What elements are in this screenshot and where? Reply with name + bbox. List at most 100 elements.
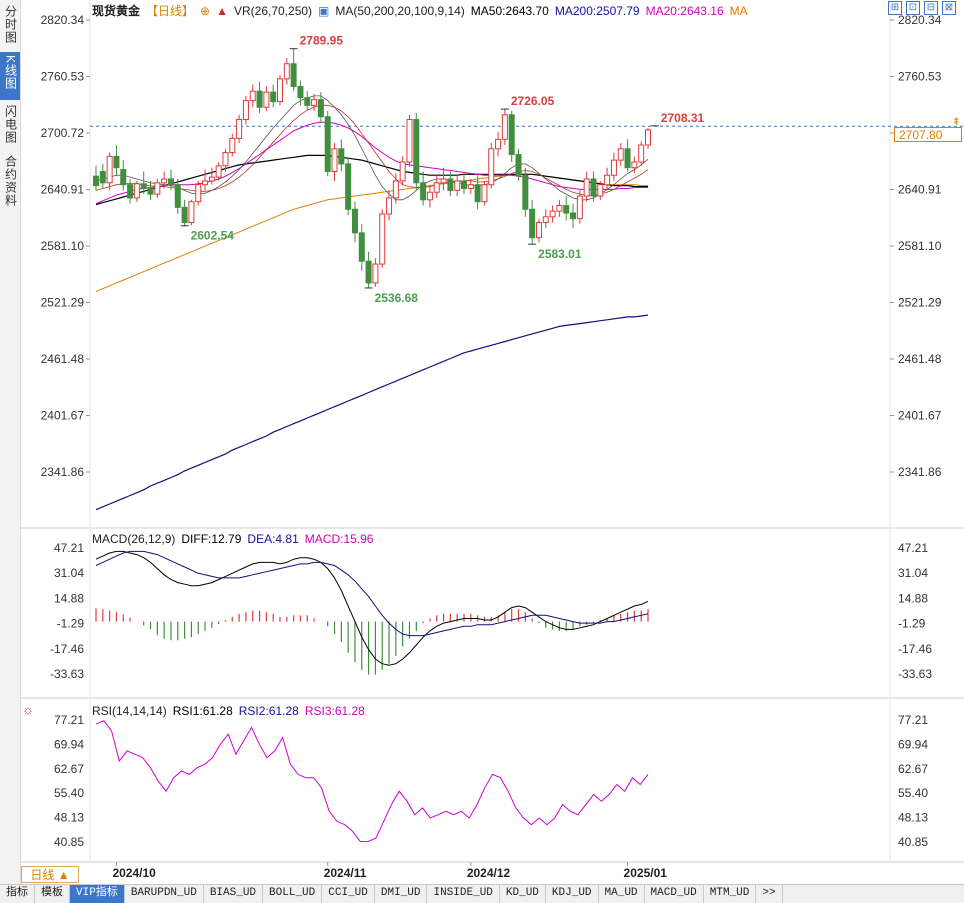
price-annotation: 2602.54 (191, 229, 235, 243)
candle-body (508, 114, 515, 155)
chevron-up-icon: ▲ (57, 868, 70, 882)
candle-body (461, 180, 467, 189)
window-tools: ⊞ ⊡ ⊟ ⊠ (888, 1, 956, 15)
candle-body (440, 178, 447, 184)
vr-label[interactable]: VR(26,70,250) (233, 3, 313, 18)
ma9-line (95, 95, 649, 201)
macd-tick-right: -1.29 (898, 617, 926, 631)
y-tick-label-left: 2820.34 (41, 13, 85, 27)
tab-kline[interactable]: K线图 (0, 52, 20, 100)
candle-body (447, 178, 454, 191)
candle-body (249, 90, 256, 102)
indicator-tab-12[interactable]: MACD_UD (645, 885, 704, 903)
candle-body (549, 210, 556, 218)
tab-contract-info[interactable]: 合约资料 (0, 152, 20, 214)
macd-name[interactable]: MACD(26,12,9) (92, 532, 176, 546)
price-annotation: 2536.68 (375, 291, 419, 305)
price-line-marker-icon: ⇞ (952, 117, 961, 128)
x-tick-label: 2024/11 (324, 866, 367, 880)
y-tick-label-left: 2521.29 (41, 296, 85, 310)
y-tick-label-right: 2521.29 (898, 296, 942, 310)
candle-body (317, 99, 324, 118)
indicator-tab-14[interactable]: >> (756, 885, 783, 903)
candle-body (290, 63, 297, 87)
indicator-tab-13[interactable]: MTM_UD (704, 885, 757, 903)
candle-body (351, 208, 358, 234)
candle-body (113, 155, 120, 169)
chart-grid-icon[interactable]: ⊟ (924, 1, 938, 15)
candle-body (93, 175, 99, 187)
indicator-tab-7[interactable]: DMI_UD (375, 885, 428, 903)
macd-tick-left: 47.21 (54, 541, 84, 555)
candle-body (645, 129, 651, 146)
rsi-tick-left: 48.13 (54, 811, 84, 825)
candle-body (133, 183, 140, 199)
chart-zoom-icon[interactable]: ⊡ (906, 1, 920, 15)
candle-body (392, 180, 399, 199)
rsi-tick-right: 62.67 (898, 762, 928, 776)
y-tick-label-right: 2461.48 (898, 352, 942, 366)
y-tick-label-left: 2760.53 (41, 70, 85, 84)
candle-body (99, 170, 106, 184)
macd-diff-line (95, 550, 649, 666)
candle-body (202, 180, 209, 186)
ma200-value: MA200:2507.79 (554, 3, 640, 18)
chart-layout-icon[interactable]: ⊞ (888, 1, 902, 15)
candle-body (181, 206, 188, 223)
chart-close-icon[interactable]: ⊠ (942, 1, 956, 15)
ma50-value: MA50:2643.70 (470, 3, 549, 18)
symbol-name: 现货黄金 (92, 4, 141, 18)
macd-dea-line (95, 550, 649, 637)
indicator-tab-9[interactable]: KD_UD (500, 885, 546, 903)
candle-body (236, 119, 243, 139)
macd-tick-right: -33.63 (898, 667, 932, 681)
candle-body (420, 182, 427, 201)
indicator-tab-4[interactable]: BIAS_UD (204, 885, 264, 903)
candle-body (297, 85, 304, 99)
indicator-tab-10[interactable]: KDJ_UD (546, 885, 599, 903)
tab-timeshare-label: 分时图 (3, 5, 18, 44)
candle-body (167, 178, 174, 186)
indicator-settings-icon[interactable]: ☼ (22, 702, 34, 717)
tab-lightning[interactable]: 闪电图 (0, 102, 20, 150)
candle-body (174, 184, 181, 208)
period-selector[interactable]: 日线 ▲ (21, 866, 79, 883)
candle-body (624, 148, 631, 169)
ma-params[interactable]: MA(50,200,20,100,9,14) (335, 3, 465, 18)
period-label[interactable]: 【日线】 (146, 4, 195, 18)
candle-body (570, 212, 577, 220)
indicator-tab-2[interactable]: VIP指标 (70, 885, 125, 903)
indicator-tab-3[interactable]: BARUPDN_UD (125, 885, 204, 903)
rsi-name[interactable]: RSI(14,14,14) (92, 704, 167, 718)
chart-area[interactable]: 2820.342820.342760.532760.532700.722700.… (20, 0, 964, 884)
ma200-line (95, 314, 649, 511)
candle-body (529, 208, 536, 239)
kline-chart-svg[interactable]: 2820.342820.342760.532760.532700.722700.… (20, 0, 964, 884)
indicator-tab-5[interactable]: BOLL_UD (263, 885, 323, 903)
candle-body (413, 119, 420, 184)
tab-timeshare[interactable]: 分时图 (0, 2, 20, 50)
ma14-line (95, 104, 649, 196)
price-annotation: 2789.95 (300, 34, 344, 48)
indicator-tab-6[interactable]: CCI_UD (322, 885, 375, 903)
macd-tick-right: 14.88 (898, 591, 928, 605)
indicator-tab-11[interactable]: MA_UD (599, 885, 645, 903)
indicator-tab-1[interactable]: 模板 (35, 885, 70, 903)
candle-body (215, 165, 222, 178)
y-tick-label-left: 2341.86 (41, 465, 85, 479)
indicator-tab-8[interactable]: INSIDE_UD (427, 885, 500, 903)
settings-icon[interactable]: ⊕ (200, 3, 211, 18)
candle-body (563, 204, 570, 214)
candle-body (161, 178, 168, 184)
tab-lightning-label: 闪电图 (3, 105, 18, 144)
left-sidebar: 分时图 K线图 闪电图 合约资料 (0, 0, 21, 884)
candle-body (638, 144, 645, 163)
candle-body (604, 174, 611, 186)
candle-body (263, 91, 270, 108)
y-tick-label-right: 2820.34 (898, 13, 942, 27)
candle-body (222, 152, 229, 167)
candle-body (106, 155, 113, 184)
indicator-tab-0[interactable]: 指标 (0, 885, 35, 903)
macd-tick-left: -33.63 (50, 667, 84, 681)
candle-body (522, 174, 529, 210)
